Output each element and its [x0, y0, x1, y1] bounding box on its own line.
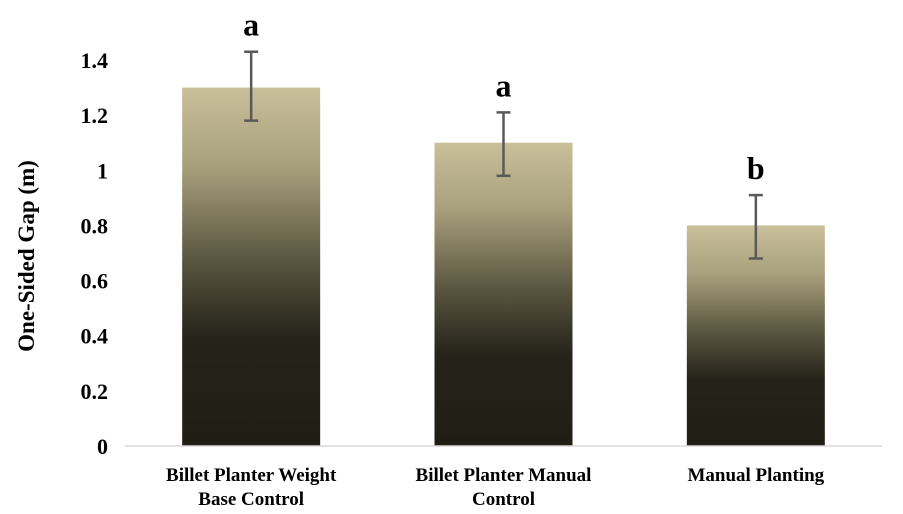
category-label: Control	[472, 489, 535, 510]
category-label: Base Control	[198, 489, 304, 510]
y-tick-label: 0.4	[81, 324, 109, 349]
y-tick-label: 1.4	[81, 48, 109, 73]
y-tick-label: 0	[97, 434, 108, 459]
significance-label: a	[496, 67, 512, 103]
y-axis-ticks: 0 0.2 0.4 0.6 0.8 1 1.2 1.4	[81, 48, 109, 459]
category-label: Billet Planter Manual	[416, 465, 592, 486]
y-tick-label: 0.6	[81, 269, 109, 294]
bar	[686, 225, 825, 446]
category-labels: Billet Planter Weight Base Control Billet …	[166, 465, 825, 510]
bars	[182, 87, 825, 447]
significance-label: a	[243, 7, 259, 43]
y-tick-label: 0.8	[81, 213, 109, 238]
error-bar	[496, 111, 511, 178]
y-tick-label: 1	[97, 158, 108, 183]
bar	[182, 87, 321, 447]
error-bar	[748, 193, 763, 260]
error-bar	[244, 50, 259, 122]
bar	[434, 142, 573, 446]
category-label: Manual Planting	[687, 465, 824, 486]
error-bars	[244, 50, 763, 260]
significance-label: b	[747, 150, 765, 186]
y-tick-label: 0.2	[81, 379, 109, 404]
significance-labels: a a b	[243, 7, 765, 186]
category-label: Billet Planter Weight	[166, 465, 337, 486]
y-axis-title: One-Sided Gap (m)	[14, 160, 39, 352]
y-tick-label: 1.2	[81, 103, 109, 128]
